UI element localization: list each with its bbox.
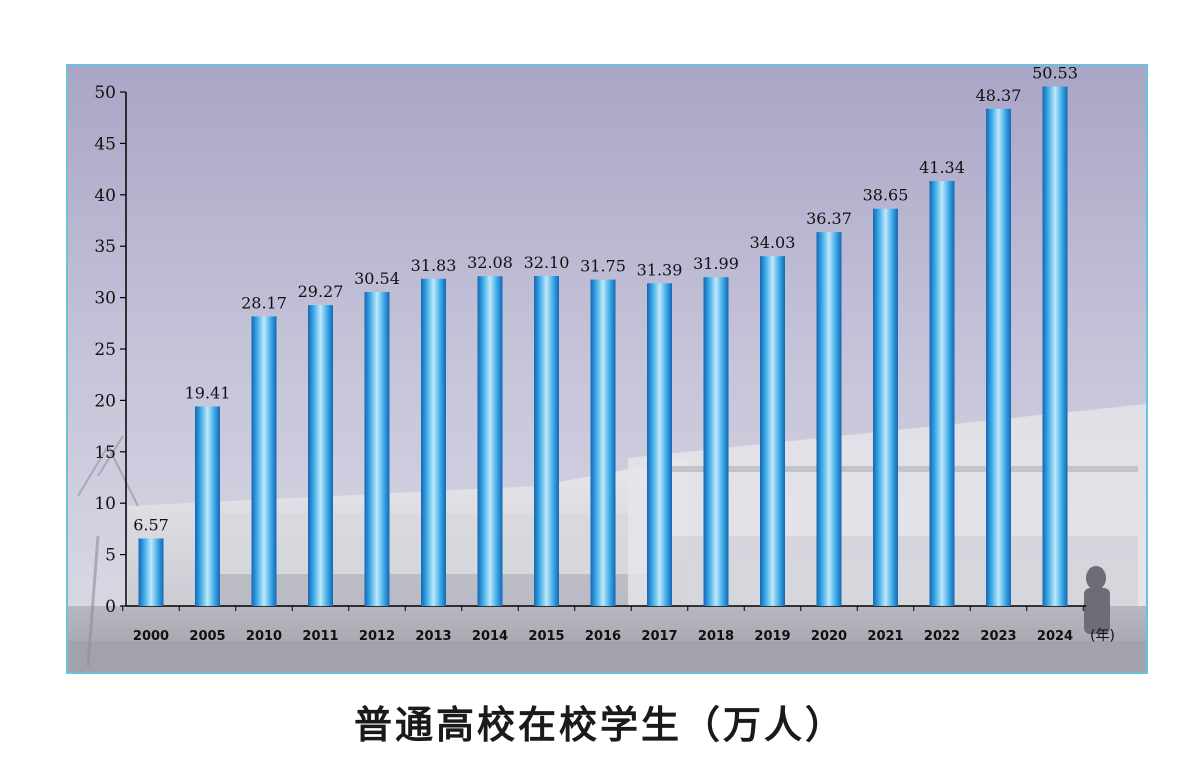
bar-2020 xyxy=(816,232,842,606)
y-tick-label: 30 xyxy=(94,289,116,309)
category-label-2024: 2024 xyxy=(1037,629,1073,644)
value-label-2020: 36.37 xyxy=(806,209,852,228)
y-tick-label: 40 xyxy=(94,186,116,206)
category-labels: 2000 2005 2010 2011 2012 2013 2014 2015 2016 2017… xyxy=(133,629,1073,644)
bar-2010 xyxy=(251,316,277,606)
bar-2024 xyxy=(1042,86,1068,607)
category-label-2019: 2019 xyxy=(754,629,790,644)
category-label-2021: 2021 xyxy=(867,629,903,644)
category-label-2012: 2012 xyxy=(359,629,395,644)
category-label-2023: 2023 xyxy=(980,629,1016,644)
y-tick-label: 45 xyxy=(94,134,116,154)
value-label-2000: 6.57 xyxy=(133,515,169,534)
category-label-2010: 2010 xyxy=(246,629,282,644)
bar-chart: 0 5 10 15 20 25 30 35 40 45 50 6.57 19.41 28.17 29.27… xyxy=(68,66,1146,672)
category-label-2015: 2015 xyxy=(528,629,564,644)
chart-frame: 0 5 10 15 20 25 30 35 40 45 50 6.57 19.41 28.17 29.27… xyxy=(66,64,1148,674)
y-tick-label: 5 xyxy=(105,546,116,566)
y-tick-label: 50 xyxy=(94,83,116,103)
y-tick-label: 25 xyxy=(94,340,116,360)
chart-title: 普通高校在校学生（万人） xyxy=(353,703,846,747)
y-tick-label: 20 xyxy=(94,391,116,411)
y-axis-ticks: 0 5 10 15 20 25 30 35 40 45 50 xyxy=(94,83,126,617)
bar-2022 xyxy=(929,181,955,606)
y-tick-label: 0 xyxy=(105,597,116,617)
bar-2012 xyxy=(364,292,390,606)
value-label-2019: 34.03 xyxy=(750,233,796,252)
value-label-2015: 32.10 xyxy=(524,253,570,272)
value-label-2005: 19.41 xyxy=(185,383,231,402)
value-label-2024: 50.53 xyxy=(1032,66,1078,83)
category-label-2017: 2017 xyxy=(641,629,677,644)
bar-2018 xyxy=(703,277,729,606)
bar-2000 xyxy=(138,538,164,606)
value-label-2014: 32.08 xyxy=(467,253,513,272)
x-axis-unit-label: (年) xyxy=(1090,628,1115,644)
category-label-2014: 2014 xyxy=(472,629,508,644)
value-label-2022: 41.34 xyxy=(919,158,965,177)
value-label-2013: 31.83 xyxy=(411,256,457,275)
bars xyxy=(138,86,1068,607)
value-label-2010: 28.17 xyxy=(241,293,287,312)
bar-2005 xyxy=(195,406,220,606)
bar-2011 xyxy=(308,305,333,606)
value-label-2012: 30.54 xyxy=(354,269,400,288)
category-label-2000: 2000 xyxy=(133,629,169,644)
bar-2016 xyxy=(590,279,616,606)
category-label-2016: 2016 xyxy=(585,629,621,644)
value-label-2023: 48.37 xyxy=(976,86,1022,105)
y-tick-label: 35 xyxy=(94,237,116,257)
x-axis-ticks xyxy=(122,606,1084,611)
bar-2015 xyxy=(534,276,559,606)
category-label-2011: 2011 xyxy=(302,629,338,644)
category-label-2018: 2018 xyxy=(698,629,734,644)
y-tick-label: 10 xyxy=(94,494,116,514)
bar-2019 xyxy=(760,256,785,606)
bar-2017 xyxy=(647,283,672,606)
value-label-2017: 31.39 xyxy=(637,260,683,279)
bar-2014 xyxy=(477,276,503,606)
y-tick-label: 15 xyxy=(94,443,116,463)
bar-2021 xyxy=(873,208,898,607)
value-label-2018: 31.99 xyxy=(693,254,739,273)
value-label-2011: 29.27 xyxy=(298,282,344,301)
category-label-2013: 2013 xyxy=(415,629,451,644)
value-label-2016: 31.75 xyxy=(580,257,626,276)
bar-2013 xyxy=(421,278,446,606)
value-label-2021: 38.65 xyxy=(863,186,909,205)
bar-2023 xyxy=(986,108,1011,606)
category-label-2005: 2005 xyxy=(189,629,225,644)
value-labels: 6.57 19.41 28.17 29.27 30.54 31.83 32.08 32.10 3… xyxy=(133,66,1078,534)
category-label-2022: 2022 xyxy=(924,629,960,644)
category-label-2020: 2020 xyxy=(811,629,847,644)
